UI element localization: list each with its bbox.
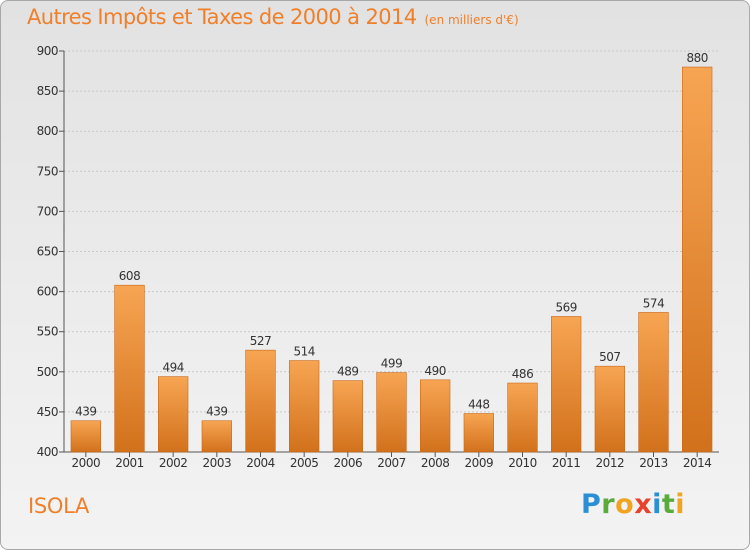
bar-2005 xyxy=(289,360,320,453)
bar-2006 xyxy=(332,380,363,453)
bar-2002 xyxy=(158,376,189,453)
value-label: 499 xyxy=(381,357,402,371)
x-tick-label: 2008 xyxy=(421,456,450,470)
y-tick-label: 500 xyxy=(37,365,58,379)
bar-2007 xyxy=(376,372,407,453)
y-tick-label: 650 xyxy=(37,245,58,259)
y-tick-label: 900 xyxy=(37,44,58,58)
x-tick-label: 2011 xyxy=(552,456,581,470)
chart-title-text: Autres Impôts et Taxes de 2000 à 2014 xyxy=(27,5,417,29)
bar-layer xyxy=(70,66,713,453)
x-tick-label: 2001 xyxy=(115,456,144,470)
y-tick-label: 750 xyxy=(37,164,58,178)
x-tick-label: 2014 xyxy=(683,456,712,470)
x-tick-label: 2006 xyxy=(334,456,363,470)
y-tick-label: 450 xyxy=(37,405,58,419)
value-label: 490 xyxy=(424,364,445,378)
chart-title: Autres Impôts et Taxes de 2000 à 2014 (en… xyxy=(27,5,519,29)
bar-2013 xyxy=(638,312,669,453)
value-label: 514 xyxy=(293,345,314,359)
value-label: 569 xyxy=(555,300,576,314)
y-tick-label: 550 xyxy=(37,325,58,339)
y-tick-label: 800 xyxy=(37,124,58,138)
value-label: 439 xyxy=(75,405,96,419)
x-tick-label: 2010 xyxy=(508,456,537,470)
y-tick-label: 700 xyxy=(37,204,58,218)
x-tick-label: 2004 xyxy=(246,456,275,470)
value-label: 494 xyxy=(162,361,183,375)
x-tick-label: 2012 xyxy=(596,456,625,470)
bar-2008 xyxy=(420,379,451,453)
chart-unit: (en milliers d'€) xyxy=(424,13,519,27)
bar-2003 xyxy=(201,420,232,453)
bar-2011 xyxy=(551,316,582,453)
value-label: 439 xyxy=(206,405,227,419)
y-tick-label: 600 xyxy=(37,285,58,299)
x-tick-label: 2007 xyxy=(377,456,406,470)
x-tick-label: 2003 xyxy=(203,456,232,470)
x-tick-label: 2005 xyxy=(290,456,319,470)
bar-2004 xyxy=(245,349,276,453)
value-label: 527 xyxy=(250,334,271,348)
value-label: 448 xyxy=(468,398,489,412)
value-label: 486 xyxy=(512,367,533,381)
value-label: 489 xyxy=(337,365,358,379)
value-label: 507 xyxy=(599,350,620,364)
x-tick-label: 2000 xyxy=(72,456,101,470)
x-tick-label: 2009 xyxy=(465,456,494,470)
bar-2009 xyxy=(463,413,494,453)
value-label: 574 xyxy=(643,296,664,310)
value-label: 608 xyxy=(119,269,140,283)
bar-2014 xyxy=(682,66,713,453)
value-label: 880 xyxy=(686,51,707,65)
label-layer: 400 450 500 550 600 650 700 750 800 850 900 439 2000… xyxy=(37,44,712,470)
brand-logo: Proxiti xyxy=(581,489,686,520)
x-tick-label: 2013 xyxy=(639,456,668,470)
commune-name: ISOLA xyxy=(28,494,90,518)
y-tick-label: 850 xyxy=(37,84,58,98)
y-tick-label: 400 xyxy=(37,445,58,459)
x-tick-label: 2002 xyxy=(159,456,188,470)
bar-2001 xyxy=(114,284,145,453)
bar-2012 xyxy=(594,365,625,453)
bar-2010 xyxy=(507,382,538,453)
bar-2000 xyxy=(70,420,101,453)
